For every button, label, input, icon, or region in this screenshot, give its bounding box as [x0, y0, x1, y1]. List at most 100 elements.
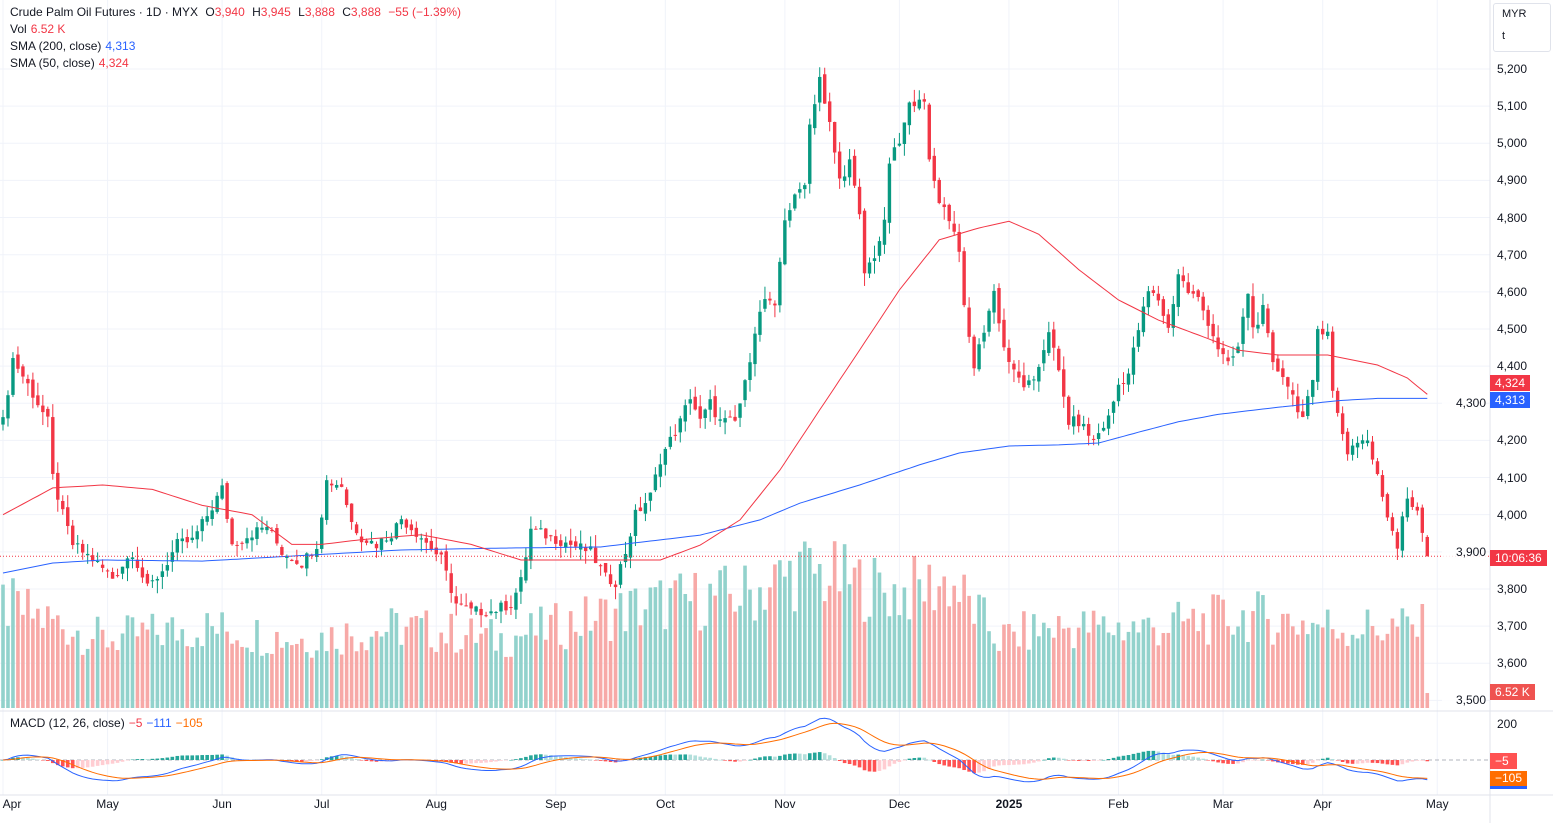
- candle-body: [509, 607, 513, 609]
- macd-histogram-bar: [359, 760, 364, 761]
- candle-body: [872, 258, 877, 262]
- macd-histogram-bar: [155, 758, 160, 760]
- volume-bar: [235, 640, 239, 708]
- volume-bar: [195, 637, 200, 708]
- candle-body: [1385, 494, 1390, 518]
- volume-bar: [11, 578, 15, 708]
- macd-histogram-bar: [643, 757, 648, 760]
- candle-body: [539, 528, 543, 530]
- volume-bar: [1186, 618, 1191, 708]
- volume-bar: [558, 644, 563, 708]
- volume-bar: [1305, 634, 1310, 708]
- price-tick-label: 3,900: [1442, 544, 1486, 559]
- close-label: C: [342, 5, 351, 19]
- macd-histogram-bar: [583, 759, 588, 760]
- candle-body: [1086, 423, 1091, 436]
- volume-bar: [798, 551, 802, 708]
- vol-label: Vol: [10, 22, 27, 36]
- candle-body: [1, 417, 5, 425]
- macd-histogram-bar: [319, 759, 324, 760]
- macd-histogram-bar: [688, 754, 693, 760]
- candle-body: [16, 354, 20, 369]
- macd-histogram-bar: [1101, 759, 1106, 761]
- macd-histogram-bar: [1261, 759, 1265, 761]
- candle-body: [842, 176, 847, 181]
- candle-body: [778, 261, 782, 306]
- macd-histogram-bar: [499, 760, 503, 761]
- volume-bar: [1360, 634, 1365, 708]
- macd-histogram-bar: [862, 760, 867, 771]
- sma50-line: [2, 220, 1428, 561]
- candle-body: [369, 540, 374, 544]
- candle-body: [608, 574, 613, 585]
- volume-bar: [758, 587, 762, 708]
- vol-value: 6.52 K: [30, 22, 66, 36]
- volume-bar: [394, 612, 399, 708]
- macd-histogram-bar: [558, 756, 563, 760]
- candle-body: [379, 538, 384, 550]
- macd-histogram-bar: [304, 760, 309, 762]
- volume-bar: [245, 647, 249, 708]
- candle-body: [95, 560, 100, 562]
- macd-histogram-bar: [947, 760, 951, 767]
- price-tick-label: 4,900: [1497, 173, 1528, 188]
- candle-body: [823, 74, 827, 104]
- volume-bar: [469, 618, 473, 708]
- volume-bar: [70, 636, 75, 708]
- volume-bar: [1126, 631, 1131, 708]
- candle-body: [753, 333, 757, 365]
- candle-body: [947, 204, 951, 222]
- macd-histogram-bar: [524, 756, 528, 760]
- candle-body: [160, 571, 165, 577]
- candle-body: [489, 611, 493, 614]
- unit-selector[interactable]: MYR t: [1493, 3, 1551, 52]
- macd-histogram-bar: [100, 760, 105, 766]
- volume-bar: [817, 563, 822, 708]
- macd-histogram-bar: [1305, 760, 1310, 765]
- volume-bar: [444, 643, 449, 708]
- candle-body: [1380, 475, 1385, 497]
- volume-bar: [260, 655, 264, 708]
- candle-body: [992, 290, 996, 313]
- candle-body: [559, 540, 563, 546]
- volume-bar: [1101, 616, 1106, 708]
- macd-histogram-bar: [678, 754, 683, 760]
- candle-body: [1191, 291, 1195, 294]
- volume-bar: [494, 650, 498, 708]
- candle-body: [295, 560, 299, 564]
- macd-histogram-bar: [603, 760, 608, 762]
- countdown-badge: 10:06:36: [1490, 550, 1547, 566]
- candle-body: [544, 528, 548, 539]
- macd-histogram-bar: [1231, 760, 1235, 764]
- volume-bar: [270, 653, 274, 708]
- macd-histogram-bar: [1051, 757, 1056, 760]
- candle-body: [813, 104, 817, 129]
- volume-bar: [1300, 620, 1305, 708]
- volume-bar: [1350, 634, 1355, 708]
- volume-bar: [295, 643, 299, 708]
- macd-histogram-bar: [842, 760, 847, 764]
- macd-histogram-bar: [85, 760, 90, 768]
- candle-body: [613, 584, 618, 588]
- candle-body: [389, 538, 394, 542]
- volume-bar: [578, 635, 583, 708]
- candle-body: [1216, 337, 1220, 350]
- macd-histogram-bar: [175, 755, 180, 760]
- macd-histogram-bar: [992, 760, 996, 767]
- volume-bar: [1261, 595, 1265, 708]
- volume-bar: [1081, 611, 1086, 708]
- volume-bar: [334, 648, 339, 708]
- candle-body: [235, 544, 239, 546]
- candle-body: [972, 336, 976, 369]
- candle-body: [554, 536, 558, 544]
- volume-bar: [877, 572, 882, 708]
- candle-body: [1390, 517, 1395, 531]
- macd-histogram-bar: [334, 755, 339, 760]
- macd-legend: MACD (12, 26, close) −5 −111 −105: [10, 715, 207, 732]
- macd-histogram-bar: [807, 753, 812, 760]
- sma200-value: 4,313: [105, 39, 136, 53]
- volume-bar: [623, 631, 628, 708]
- price-tick-label: 3,800: [1497, 581, 1528, 596]
- volume-bar: [464, 635, 468, 708]
